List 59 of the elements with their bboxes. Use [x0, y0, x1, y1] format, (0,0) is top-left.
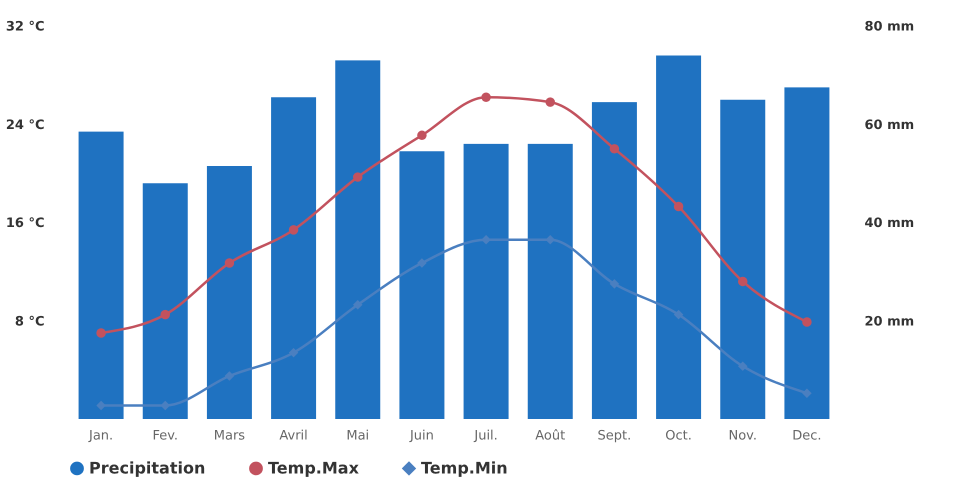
point	[481, 234, 491, 244]
point	[353, 172, 362, 182]
bar	[656, 55, 702, 419]
bar	[592, 102, 637, 419]
point	[546, 97, 555, 107]
bar	[142, 183, 188, 419]
y2-tick-label: 80 mm	[864, 20, 914, 34]
point	[224, 258, 234, 268]
bar	[528, 144, 573, 419]
point	[674, 310, 684, 320]
x-tick-label: Sept.	[598, 428, 632, 444]
x-tick-label: Mars	[214, 428, 246, 444]
point	[674, 202, 684, 212]
point	[610, 144, 620, 154]
bar	[464, 144, 509, 419]
point	[481, 92, 491, 102]
bar	[399, 151, 444, 419]
point	[288, 348, 298, 358]
bar	[271, 97, 316, 419]
x-tick-label: Août	[535, 428, 566, 444]
y-tick-label: 24 °C	[6, 118, 44, 133]
point	[546, 234, 555, 244]
point	[417, 258, 427, 268]
legend-label: Temp.Min	[421, 458, 508, 478]
y-tick-label: 16 °C	[6, 216, 44, 231]
y-tick-label: 8 °C	[14, 314, 44, 330]
point	[738, 361, 748, 371]
bar	[720, 100, 766, 419]
point	[610, 279, 620, 289]
bar	[784, 87, 830, 419]
x-tick-label: Juil.	[473, 428, 498, 444]
point	[288, 225, 298, 235]
bar	[206, 166, 252, 419]
point	[802, 317, 812, 327]
x-tick-label: Dec.	[792, 428, 822, 444]
x-tick-label: Avril	[279, 428, 308, 444]
y2-tick-label: 40 mm	[864, 216, 914, 231]
y2-tick-label: 60 mm	[864, 118, 914, 133]
point	[802, 388, 812, 398]
point	[224, 371, 234, 381]
legend-label: Precipitation	[89, 458, 206, 478]
point	[160, 310, 170, 320]
x-tick-label: Jan.	[88, 428, 114, 444]
point	[417, 130, 427, 140]
legend-label: Temp.Max	[268, 458, 360, 478]
bar	[335, 60, 380, 419]
x-tick-label: Nov.	[728, 428, 757, 444]
bar	[78, 132, 124, 419]
point	[96, 328, 106, 338]
point	[353, 300, 362, 310]
y2-tick-label: 20 mm	[864, 314, 914, 330]
point	[160, 400, 170, 410]
x-tick-label: Mai	[346, 428, 370, 444]
y-tick-label: 32 °C	[6, 20, 44, 34]
x-tick-label: Oct.	[665, 428, 692, 444]
point	[738, 276, 748, 286]
x-tick-label: Juin	[408, 428, 434, 444]
x-tick-label: Fev.	[152, 428, 178, 444]
point	[96, 400, 106, 410]
